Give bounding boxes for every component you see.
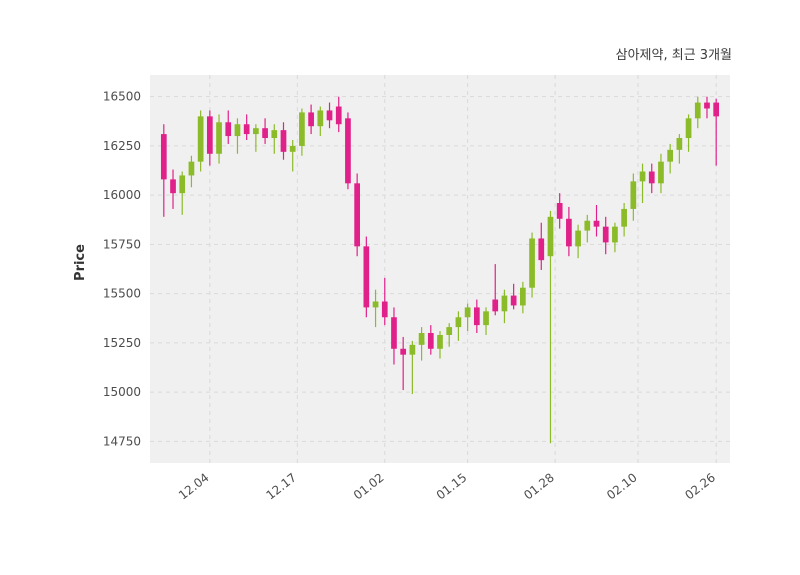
x-tick-label: 01.15 (434, 470, 470, 502)
candle-body (179, 175, 186, 194)
candle-body (483, 311, 489, 326)
candle-body (391, 317, 397, 349)
candle-body (372, 301, 379, 308)
candle-body (501, 295, 508, 312)
y-tick-label: 15250 (103, 336, 141, 350)
candle-body (648, 171, 655, 184)
candle-body (345, 118, 351, 184)
candle-body (206, 116, 213, 154)
candle-body (308, 112, 314, 127)
candle-body (326, 110, 333, 121)
y-tick-label: 16250 (103, 139, 141, 153)
candle-body (621, 208, 627, 227)
candle-body (225, 122, 232, 137)
candle-body (234, 124, 241, 137)
candle-body (593, 220, 600, 227)
candle-body (510, 295, 517, 306)
candle-body (243, 124, 250, 135)
candle-body (676, 138, 683, 150)
candle-body (400, 348, 407, 355)
x-tick-label: 01.28 (521, 470, 557, 502)
y-tick-label: 15500 (103, 287, 141, 301)
candle-body (520, 287, 526, 306)
candle-body (197, 116, 204, 162)
candle-body (667, 149, 674, 162)
candle-body (556, 203, 563, 219)
candle-body (575, 230, 581, 247)
candle-body (538, 238, 545, 261)
candle-body (566, 218, 572, 247)
x-tick-label: 12.04 (176, 470, 212, 502)
candle-body (381, 301, 388, 318)
y-tick-label: 16000 (103, 188, 141, 202)
candle-body (612, 226, 618, 243)
candle-body (584, 220, 591, 231)
candle-body (713, 102, 720, 117)
candle-body (639, 171, 646, 182)
candle-body (170, 179, 176, 194)
x-tick-label: 02.10 (604, 470, 640, 502)
candle-body (630, 181, 637, 209)
candle-body (418, 333, 425, 345)
candle-body (299, 112, 305, 146)
candle-body (704, 102, 710, 109)
x-tick-label: 02.26 (682, 470, 718, 502)
candle-body (492, 299, 499, 312)
candle-body (547, 216, 554, 257)
candle-body (262, 128, 268, 139)
candle-body (685, 118, 692, 139)
candle-body (335, 106, 342, 125)
candle-body (188, 161, 195, 176)
candle-body (437, 334, 443, 349)
candle-body (354, 183, 360, 247)
candle-body (253, 128, 259, 135)
y-tick-label: 15750 (103, 237, 141, 251)
x-tick-label: 01.02 (351, 470, 387, 502)
y-tick-label: 16500 (103, 90, 141, 104)
candle-body (694, 102, 701, 119)
candle-body (658, 161, 664, 184)
candle-body (464, 307, 471, 318)
candle-body (473, 307, 480, 326)
y-tick-label: 14750 (103, 434, 141, 448)
candle-body (280, 130, 287, 152)
candle-body (455, 317, 462, 328)
candle-body (409, 344, 416, 355)
candle-body (289, 145, 296, 152)
x-tick-label: 12.17 (263, 470, 299, 502)
candle-body (216, 122, 222, 154)
candle-body (602, 226, 609, 243)
chart-title: 삼아제약, 최근 3개월 (615, 48, 732, 63)
candle-body (363, 246, 370, 308)
candle-body (529, 238, 535, 288)
candle-body (271, 130, 278, 139)
candle-body (427, 333, 434, 349)
candle-body (317, 110, 324, 127)
candle-body (446, 327, 453, 335)
candle-body (160, 134, 167, 180)
y-tick-label: 15000 (103, 385, 141, 399)
